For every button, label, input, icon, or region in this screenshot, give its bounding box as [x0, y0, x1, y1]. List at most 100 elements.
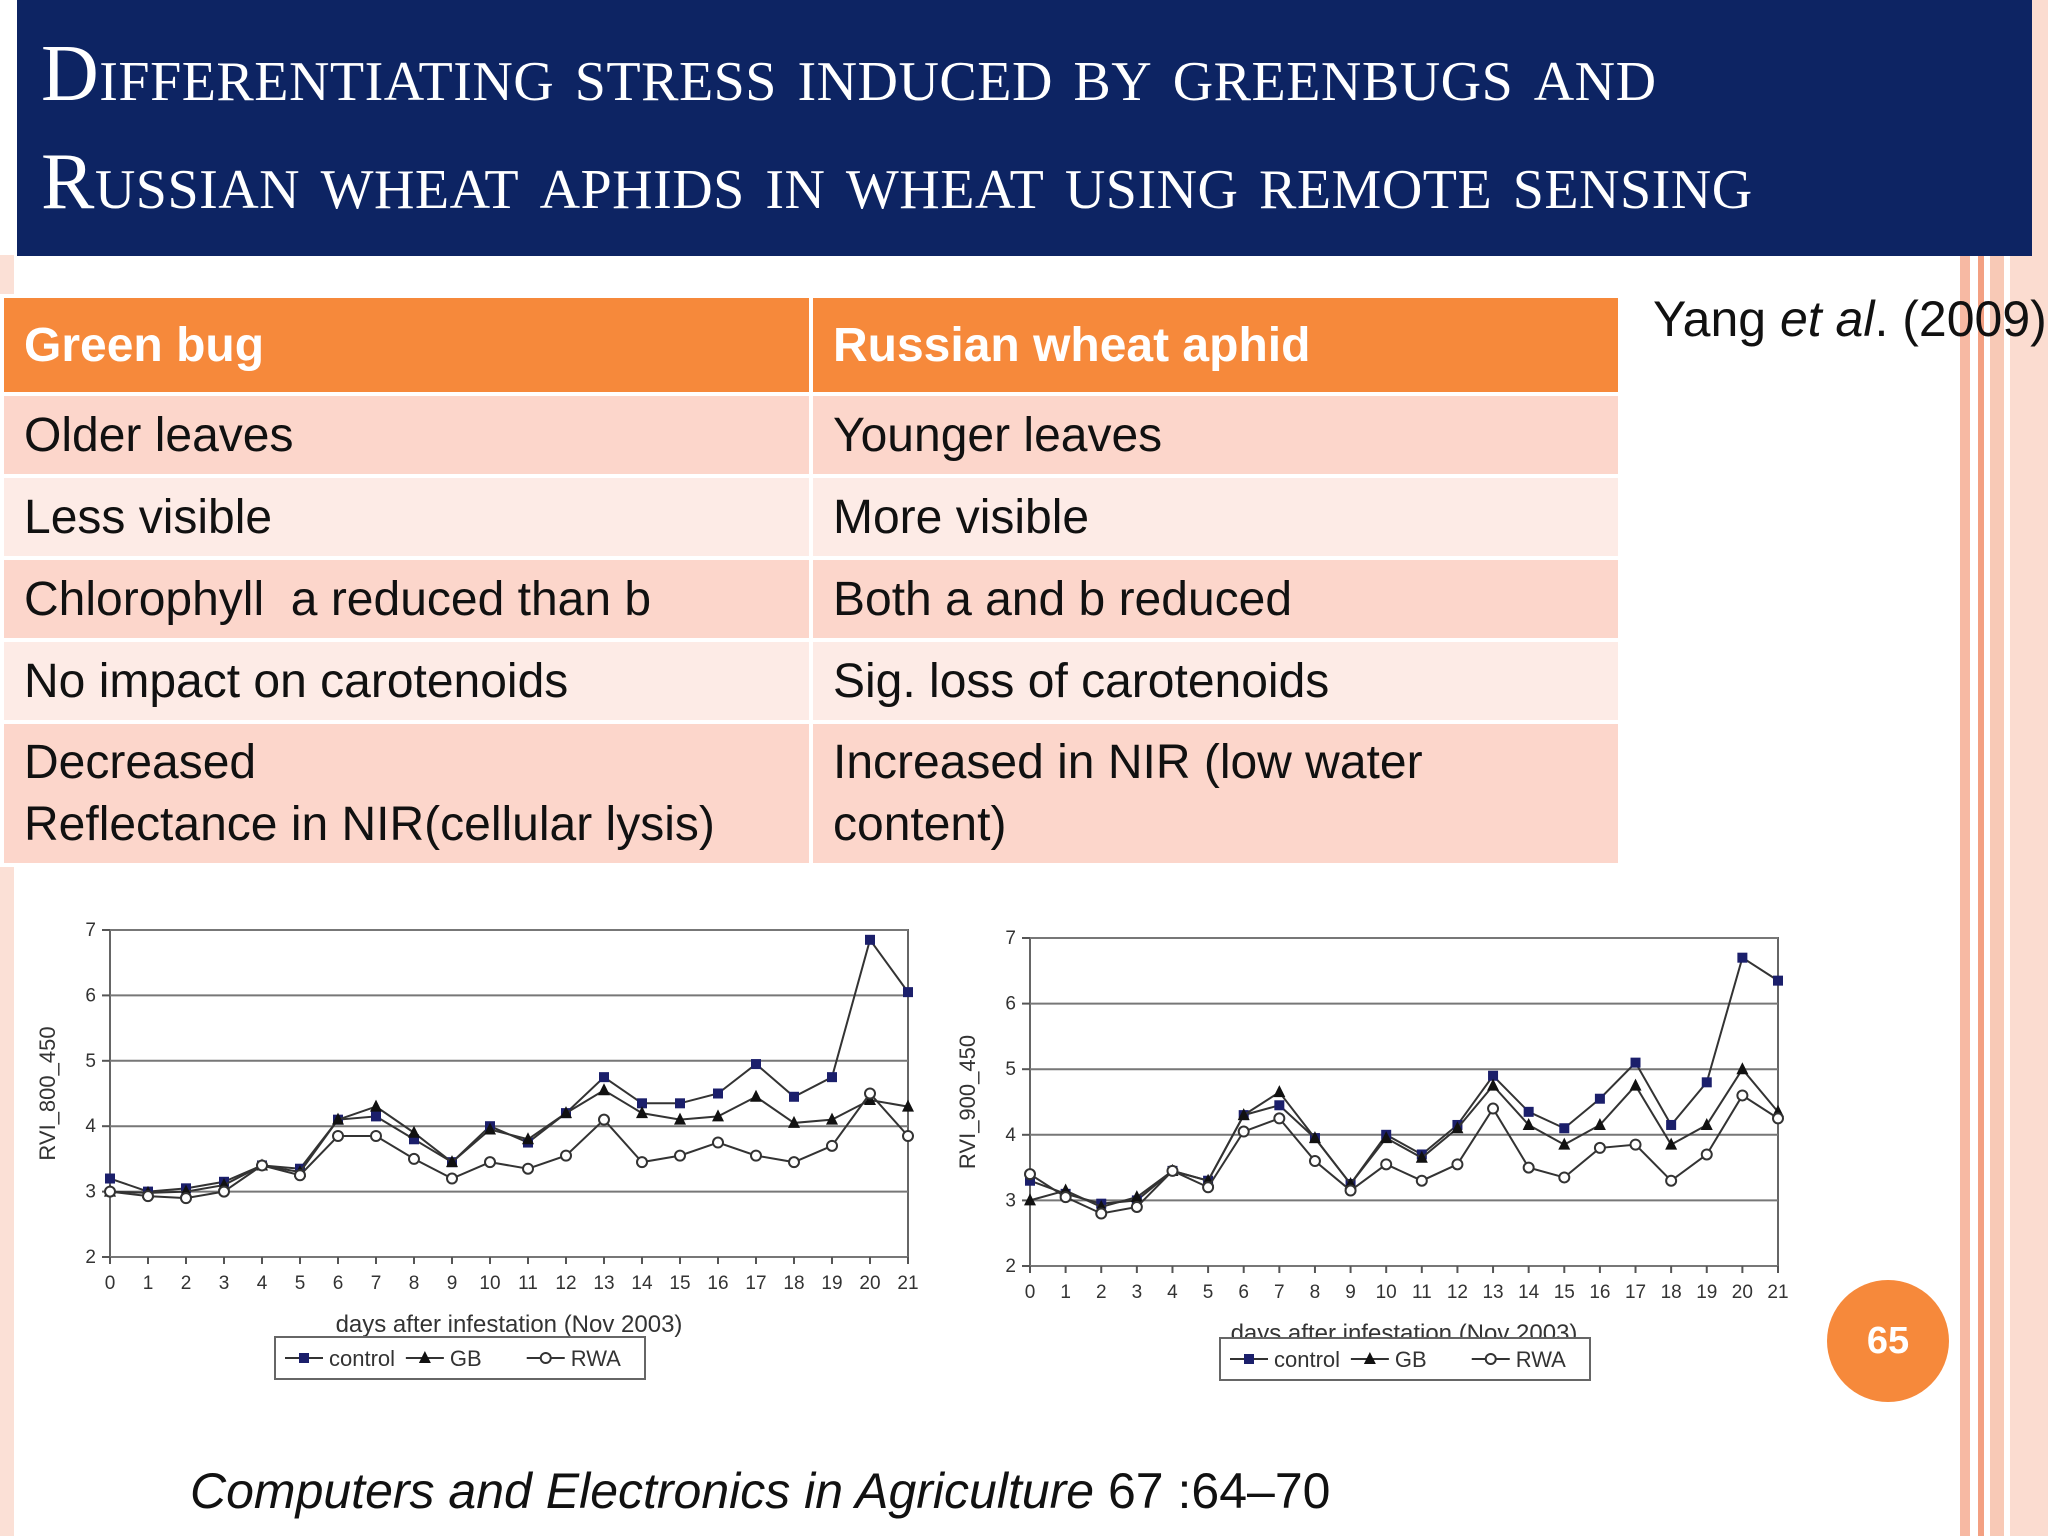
series-rwa [104, 1087, 914, 1205]
citation: Yang et al. (2009) [1653, 290, 2047, 348]
data-point [256, 1159, 268, 1172]
data-point [1736, 1062, 1749, 1075]
data-point [713, 1088, 723, 1099]
data-point [104, 1185, 116, 1198]
data-point [1593, 1117, 1606, 1130]
data-point [1773, 975, 1783, 986]
series-line [109, 1089, 909, 1194]
legend: control GB RWA [274, 1336, 646, 1380]
plot-frame [1029, 937, 1779, 1267]
decorative-stripe [1978, 0, 1984, 1536]
data-point [1558, 1137, 1571, 1150]
data-point [105, 1173, 115, 1184]
data-point [1523, 1106, 1534, 1117]
footer-journal: Computers and Electronics in Agriculture [190, 1463, 1095, 1519]
data-point [599, 1072, 609, 1083]
data-point [142, 1190, 154, 1203]
table-row: Decreased Reflectance in NIR(cellular lys… [0, 720, 1622, 867]
decorative-stripe [2010, 0, 2048, 1536]
data-point [1308, 1155, 1321, 1168]
data-point [1059, 1191, 1072, 1204]
data-point [864, 1087, 876, 1100]
table-row: Older leaves Younger leaves [0, 392, 1622, 478]
legend-box [1219, 1337, 1591, 1381]
x-tick-label: 16 [1589, 1282, 1610, 1303]
table-cell: Less visible [0, 474, 813, 560]
data-point [1415, 1174, 1428, 1187]
data-point [1593, 1141, 1606, 1154]
table-cell: Both a and b reduced [809, 556, 1622, 642]
x-tick-label: 12 [1447, 1282, 1468, 1303]
data-point [560, 1106, 572, 1119]
data-point [1701, 1077, 1712, 1088]
data-point [1380, 1158, 1393, 1171]
data-point [1629, 1078, 1642, 1091]
x-tick-label: 10 [1376, 1282, 1397, 1303]
data-point [1665, 1174, 1678, 1187]
x-tick-label: 16 [707, 1273, 728, 1294]
x-axis-label: days after infestation (Nov 2003) [336, 1311, 683, 1338]
table-row: Less visible More visible [0, 474, 1622, 560]
x-tick-label: 0 [105, 1273, 116, 1294]
table-cell: Sig. loss of carotenoids [809, 638, 1622, 724]
series-line [1029, 1067, 1779, 1209]
table-cell: Older leaves [0, 392, 813, 478]
decorative-stripe [1960, 0, 1970, 1536]
data-point [1024, 1168, 1036, 1181]
data-point [1736, 1089, 1749, 1102]
legend-label: control [329, 1346, 395, 1371]
data-point [1594, 1093, 1605, 1104]
data-point [1273, 1112, 1286, 1125]
data-point [180, 1192, 192, 1205]
data-point [1666, 1119, 1677, 1130]
data-point [636, 1106, 648, 1119]
chart-rvi-800-450: 2 3 4 5 6 7 0 1 2 3 4 5 6 7 8 9 10 11 12 13 14 15 16 17 18 19 20 21… [30, 910, 930, 1415]
data-point [902, 1130, 914, 1143]
x-tick-label: 19 [821, 1273, 842, 1294]
table-cell: Decreased Reflectance in NIR(cellular lys… [0, 720, 813, 867]
x-tick-label: 1 [1060, 1282, 1071, 1303]
cell-line: Decreased [24, 735, 257, 789]
data-point [409, 1134, 419, 1145]
series-control [1025, 952, 1783, 1209]
y-axis-label: RVI_900_450 [955, 1035, 980, 1169]
series-line [109, 1091, 909, 1200]
x-tick-label: 2 [1096, 1282, 1107, 1303]
data-point [1558, 1171, 1571, 1184]
y-tick-label: 4 [1005, 1125, 1016, 1146]
data-point [1522, 1161, 1535, 1174]
data-point [1629, 1138, 1642, 1151]
data-point [1630, 1057, 1641, 1068]
data-point [1700, 1117, 1713, 1130]
data-point [446, 1155, 458, 1168]
x-tick-label: 9 [1345, 1282, 1356, 1303]
table-cell: Chlorophyll a reduced than b [0, 556, 813, 642]
data-point [1237, 1125, 1250, 1138]
table-row: No impact on carotenoids Sig. loss of ca… [0, 638, 1622, 724]
data-point [1202, 1181, 1215, 1194]
x-tick-label: 18 [1661, 1282, 1682, 1303]
data-point [370, 1099, 382, 1112]
table-header-russian-wheat-aphid: Russian wheat aphid [809, 294, 1622, 396]
x-tick-label: 0 [1025, 1282, 1036, 1303]
slide-title-line-1: Differentiating stress induced by greenb… [41, 30, 1657, 118]
data-point [522, 1132, 534, 1145]
data-point [1344, 1184, 1357, 1197]
x-tick-label: 3 [219, 1273, 230, 1294]
x-tick-label: 11 [1412, 1282, 1432, 1303]
table-row: Chlorophyll a reduced than b Both a and … [0, 556, 1622, 642]
x-tick-label: 3 [1132, 1282, 1143, 1303]
legend-label: RWA [571, 1346, 621, 1371]
x-tick-label: 20 [1732, 1282, 1753, 1303]
data-point [1700, 1148, 1713, 1161]
data-point [1025, 1175, 1035, 1186]
data-point [674, 1112, 686, 1125]
citation-etal: et al [1779, 291, 1875, 347]
citation-year: . (2009) [1874, 291, 2047, 347]
y-tick-label: 5 [85, 1051, 96, 1072]
x-tick-label: 21 [1767, 1282, 1788, 1303]
footer-ref: 67 :64–70 [1094, 1463, 1331, 1519]
data-point [371, 1111, 381, 1122]
decorative-stripe [1990, 0, 2004, 1536]
data-point [1166, 1164, 1179, 1177]
